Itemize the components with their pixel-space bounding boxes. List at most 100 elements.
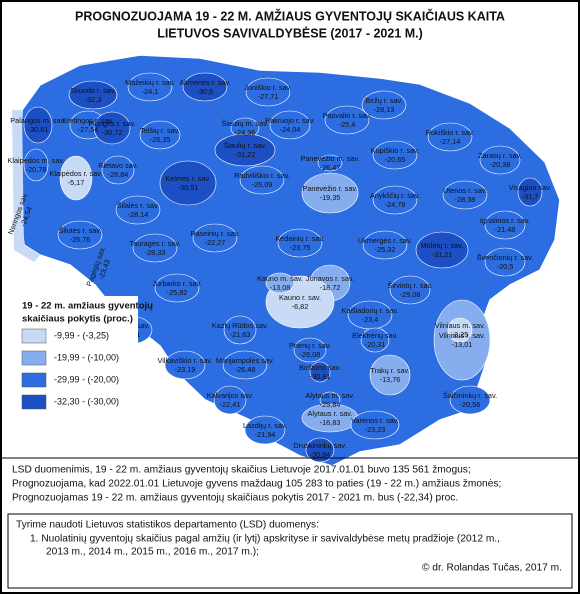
region-name: Joniškio r. sav. (244, 83, 291, 92)
region (57, 220, 103, 250)
region-value: -23,75 (290, 243, 311, 252)
region (154, 273, 200, 303)
region-name: Kaišiadorių r. sav. (341, 306, 398, 315)
region-value: -28,33 (145, 248, 166, 257)
region-value: -26,47 (320, 163, 341, 172)
legend-title: skaičiaus pokytis (proc.) (22, 314, 133, 325)
region-name: Akmenės r. sav. (179, 78, 230, 87)
region (372, 140, 418, 170)
legend: 19 - 22 m. amžiaus gyventojų skaičiaus p… (16, 296, 153, 422)
region-name: Rokiškio r. sav. (426, 128, 475, 137)
region (350, 410, 400, 440)
note-line: Prognozuojama, kad 2022.01.01 Lietuvoje … (12, 479, 501, 490)
region-name: Alytaus r. sav. (308, 409, 353, 418)
legend-title: 19 - 22 m. amžiaus gyventojų (22, 301, 153, 312)
region (277, 228, 323, 258)
region-value: -24,1 (142, 87, 159, 96)
region (222, 350, 268, 380)
region-value: -26,35 (150, 135, 171, 144)
region-name: Tauragės r. sav. (130, 239, 181, 248)
region (68, 80, 118, 110)
region (127, 72, 173, 102)
region (301, 172, 359, 214)
region-value: -29,08 (400, 290, 421, 299)
region (244, 415, 286, 445)
region-value: -30,72 (102, 128, 123, 137)
region (139, 120, 181, 150)
region-name: Telšių r. sav. (140, 126, 180, 135)
region-value: -29,84 (320, 400, 341, 409)
region-name: Mažeikių r. sav. (125, 78, 175, 87)
region-value: -19,35 (320, 193, 341, 202)
region (324, 105, 370, 135)
region-value: -20,65 (385, 155, 406, 164)
region-name: Jonavos r. sav. (306, 274, 354, 283)
region-value: -28,38 (455, 195, 476, 204)
region-name: Kretingos r. sav. (62, 116, 114, 125)
title-line: PROGNOZUOJAMA 19 - 22 M. AMŽIAUS GYVENTO… (75, 8, 505, 23)
legend-swatch (21, 372, 47, 388)
region-value: -31,7 (522, 192, 539, 201)
region (239, 165, 285, 195)
region-name: Klaipėdos m. sav. (7, 156, 64, 165)
region-name: Radviliškio r. sav. (234, 171, 290, 180)
region (265, 272, 295, 294)
legend-label: -9,99 - (-3,25) (54, 330, 109, 340)
region (93, 111, 131, 145)
region-name: Druskininkų sav. (294, 441, 347, 450)
region (23, 148, 49, 182)
region-value: -25,32 (375, 245, 396, 254)
region-name: Elektrėnų sav. (352, 331, 398, 340)
region (192, 223, 238, 253)
region-value: -27,54 (78, 125, 99, 134)
region (360, 327, 390, 353)
region (484, 210, 526, 240)
region-name: Švenčionių r. sav. (477, 253, 534, 262)
region-name: Šiaulių r. sav. (224, 141, 267, 150)
region-value: -23,4 (362, 315, 379, 324)
region-name: Pakruojo r. sav. (265, 116, 315, 125)
region-value: -26,08 (300, 350, 321, 359)
region (23, 106, 53, 144)
region (305, 437, 335, 463)
region-name: Alytaus m. sav. (306, 391, 355, 400)
title-line: LIETUVOS SAVIVALDYBĖSE (2017 - 2021 M.) (157, 25, 423, 40)
region-name: Šalčininkų r. sav. (443, 391, 497, 400)
region-name: Palangos m. sav. (10, 116, 65, 125)
region-value: -13,01 (452, 340, 473, 349)
region (362, 230, 408, 260)
region-value: -21,63 (230, 330, 251, 339)
region (182, 72, 228, 102)
region (389, 275, 431, 305)
region-name: Lazdijų r. sav. (243, 421, 287, 430)
region (164, 350, 206, 380)
region-name: Kupiškio r. sav. (371, 146, 420, 155)
region-value: -27,71 (258, 92, 279, 101)
region-name: Jurbarko r. sav. (152, 279, 201, 288)
region-value: -20,56 (460, 400, 481, 409)
legend-label: -32,30 - (-30,00) (54, 396, 119, 406)
region-name: Kėdainių r. sav. (275, 234, 324, 243)
region-name: Vilniaus m. sav. (435, 321, 485, 330)
region-name: Panevėžio m. sav. (300, 154, 359, 163)
region-value: -24,36 (235, 128, 256, 137)
region (159, 160, 217, 206)
source-item: 2013 m., 2014 m., 2015 m., 2016 m., 2017… (46, 547, 259, 558)
sources-box (7, 513, 573, 589)
source-item: 1. Nuolatinių gyventojų skaičius pagal a… (30, 534, 500, 545)
region (415, 231, 469, 269)
region (442, 180, 488, 210)
region-value: -24,78 (385, 200, 406, 209)
region-name: Utenos r. sav. (443, 186, 487, 195)
region-name: Panevėžio r. sav. (302, 184, 357, 193)
region-name: Kauno m. sav. (257, 274, 303, 283)
region-name: Varėnos r. sav. (351, 416, 399, 425)
region-name: Klaipėdos r. sav. (50, 169, 103, 178)
legend-label: -29,99 - (-20,00) (54, 374, 119, 384)
region-name: Vilniaus r. sav. (439, 331, 485, 340)
region-name: Ukmergės r. sav. (358, 236, 412, 245)
legend-label: -19,99 - (-10,00) (54, 352, 119, 362)
region-name: Molėtų r. sav. (421, 241, 464, 250)
region-name: Visagino sav. (509, 183, 552, 192)
